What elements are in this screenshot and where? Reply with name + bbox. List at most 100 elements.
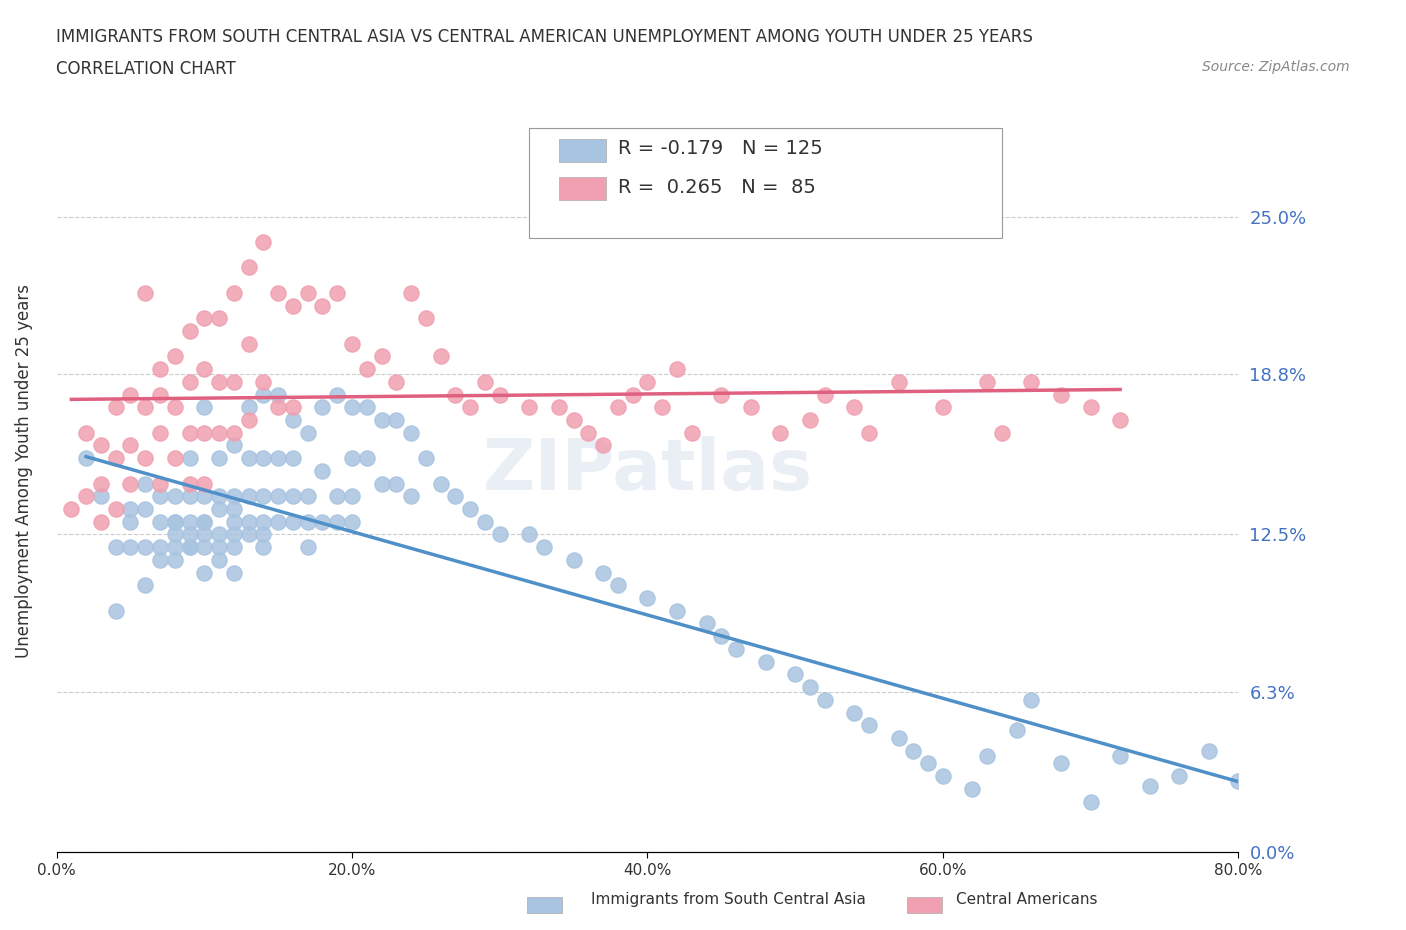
Point — [844, 705, 866, 720]
Point — [179, 527, 201, 542]
Point — [458, 400, 481, 415]
Point — [399, 425, 422, 440]
Point — [696, 616, 718, 631]
Point — [252, 514, 274, 529]
Point — [252, 489, 274, 504]
Point — [238, 527, 260, 542]
Point — [208, 451, 231, 466]
Point — [444, 387, 467, 402]
Point — [710, 387, 733, 402]
Point — [636, 375, 658, 390]
Point — [281, 413, 304, 428]
Point — [1021, 692, 1043, 707]
Point — [134, 539, 156, 554]
Point — [1109, 413, 1132, 428]
Point — [208, 552, 231, 567]
Point — [917, 756, 939, 771]
Point — [665, 604, 688, 618]
Point — [163, 400, 186, 415]
Point — [1050, 756, 1073, 771]
Point — [399, 489, 422, 504]
Point — [606, 400, 628, 415]
Point — [858, 425, 880, 440]
Point — [90, 438, 112, 453]
Text: Source: ZipAtlas.com: Source: ZipAtlas.com — [1202, 60, 1350, 74]
Point — [488, 527, 510, 542]
Text: ZIPatlas: ZIPatlas — [482, 436, 813, 505]
Point — [149, 387, 172, 402]
Point — [399, 286, 422, 300]
Point — [267, 514, 290, 529]
Point — [149, 552, 172, 567]
Point — [429, 349, 451, 364]
Point — [1050, 387, 1073, 402]
Point — [326, 286, 349, 300]
Point — [134, 451, 156, 466]
Point — [517, 400, 540, 415]
Point — [252, 451, 274, 466]
Point — [134, 578, 156, 592]
Point — [562, 413, 585, 428]
Point — [208, 311, 231, 325]
Point — [444, 489, 467, 504]
Point — [1198, 743, 1220, 758]
Point — [297, 286, 319, 300]
Point — [681, 425, 703, 440]
Point — [193, 527, 215, 542]
Point — [134, 400, 156, 415]
Point — [179, 514, 201, 529]
Point — [267, 489, 290, 504]
Point — [120, 514, 142, 529]
Point — [340, 514, 363, 529]
Point — [193, 514, 215, 529]
Point — [75, 451, 97, 466]
Point — [222, 514, 245, 529]
Point — [606, 578, 628, 592]
Point — [179, 451, 201, 466]
Point — [90, 476, 112, 491]
Text: Immigrants from South Central Asia: Immigrants from South Central Asia — [591, 892, 866, 907]
Point — [311, 299, 333, 313]
Point — [208, 425, 231, 440]
Point — [1021, 375, 1043, 390]
FancyBboxPatch shape — [558, 177, 606, 200]
Point — [1005, 723, 1028, 737]
Point — [976, 375, 998, 390]
Point — [517, 527, 540, 542]
Point — [651, 400, 673, 415]
Point — [356, 400, 378, 415]
Point — [179, 476, 201, 491]
Point — [222, 425, 245, 440]
Point — [134, 286, 156, 300]
Point — [149, 476, 172, 491]
Point — [326, 514, 349, 529]
Point — [120, 539, 142, 554]
Point — [252, 234, 274, 249]
Point — [75, 489, 97, 504]
Point — [90, 489, 112, 504]
Point — [755, 654, 778, 669]
Point — [370, 413, 392, 428]
Point — [991, 425, 1014, 440]
Point — [356, 451, 378, 466]
Point — [340, 400, 363, 415]
Point — [814, 387, 837, 402]
Point — [163, 489, 186, 504]
Point — [636, 591, 658, 605]
Point — [267, 387, 290, 402]
Point — [415, 451, 437, 466]
Point — [104, 451, 127, 466]
Point — [149, 362, 172, 377]
Point — [356, 362, 378, 377]
Point — [222, 501, 245, 516]
Point — [1227, 774, 1250, 789]
Point — [297, 514, 319, 529]
Point — [193, 400, 215, 415]
Point — [179, 539, 201, 554]
Point — [222, 565, 245, 580]
Point — [340, 489, 363, 504]
Point — [104, 501, 127, 516]
Point — [104, 400, 127, 415]
Point — [193, 476, 215, 491]
Point — [562, 552, 585, 567]
